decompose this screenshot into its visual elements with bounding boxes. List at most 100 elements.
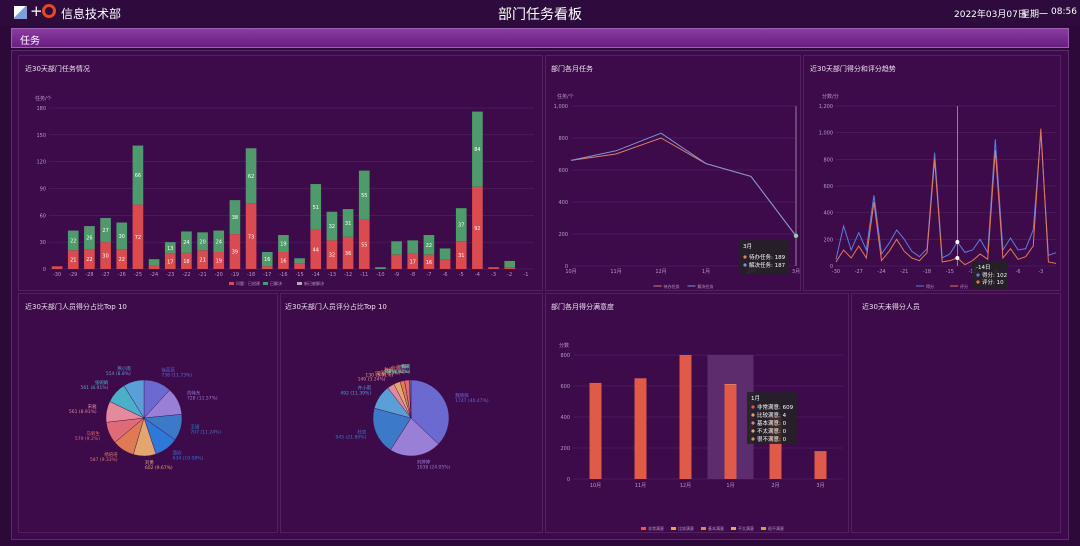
bar-segment xyxy=(116,222,128,250)
series-line xyxy=(835,132,1057,260)
tooltip-point xyxy=(955,240,960,244)
x-tick-label: -23 xyxy=(166,272,174,278)
y-tick-label: 0 xyxy=(565,264,568,270)
pie-label-name: 王旭 xyxy=(190,423,199,430)
bar-data-label: 16 xyxy=(280,259,286,265)
panel-unscored-people: 近30天未得分人员 xyxy=(851,293,1061,533)
bar-segment xyxy=(100,218,111,243)
bar-data-label: 27 xyxy=(102,228,108,234)
x-tick-label: 1月 xyxy=(702,269,710,275)
x-tick-label: -18 xyxy=(923,269,931,275)
bar-segment xyxy=(342,209,354,237)
y-tick-label: 1,000 xyxy=(554,104,568,110)
x-tick-label: -17 xyxy=(263,272,271,278)
tooltip-line: 解决任务: 187 xyxy=(749,261,786,269)
bar-data-label: 37 xyxy=(458,223,464,229)
y-axis-label: 任务/个 xyxy=(557,93,574,100)
bar-segment xyxy=(439,259,451,269)
y-tick-label: 30 xyxy=(40,240,46,246)
pie-label-value: 1747 (40.47%) xyxy=(455,398,489,404)
bar-data-label: 55 xyxy=(361,242,367,248)
bar-data-label: 21 xyxy=(70,258,76,264)
tooltip-line: 基本满意: 0 xyxy=(757,419,787,427)
pie-label-name: 徐蕊蕊 xyxy=(161,366,175,373)
bar-data-label: 22 xyxy=(426,243,432,249)
bar-segment xyxy=(197,232,208,251)
x-tick-label: 1月 xyxy=(726,483,734,489)
bar-data-label: 22 xyxy=(86,257,92,263)
tooltip-marker xyxy=(743,263,747,267)
x-tick-label: -20 xyxy=(215,272,223,278)
tooltip-marker xyxy=(751,421,755,425)
section-label: 任务 xyxy=(20,36,40,47)
legend-label: 非常满意 xyxy=(648,525,664,531)
panel-monthly-tasks: 部门各月任务 0 200 400 600 800 1,000 任务/个 10月 11月 12月 1月… xyxy=(545,55,801,291)
bar-segment xyxy=(310,229,322,269)
bar xyxy=(589,382,602,479)
y-tick-label: 400 xyxy=(558,200,568,206)
bar-segment xyxy=(164,253,176,269)
x-tick-label: -12 xyxy=(344,272,352,278)
bar-data-label: 26 xyxy=(86,236,92,242)
x-tick-label: -13 xyxy=(328,272,336,278)
panel-score-trend: 近30天部门得分和评分趋势 0 200 400 600 800 1,000 1,200 分数/… xyxy=(803,55,1061,291)
tooltip-marker xyxy=(976,273,980,277)
pie-label-name: 刘婷婷 xyxy=(417,459,431,466)
pie-label-value: 579 (9.2%) xyxy=(75,436,100,442)
legend-swatch xyxy=(297,282,302,285)
legend-label: 解决任务 xyxy=(698,283,714,289)
score-trend-line-chart: 0 200 400 600 800 1,000 1,200 分数/分 -30 -27 -24 -21 -… xyxy=(819,93,1057,289)
legend-label: 评分 xyxy=(960,283,968,289)
pie-label-name: 张婉娟 xyxy=(95,379,109,386)
tooltip-line: 非常满意: 609 xyxy=(757,403,794,411)
x-tick-label: -19 xyxy=(231,272,239,278)
y-tick-label: 1,200 xyxy=(819,104,833,110)
legend-label: 待办任务 xyxy=(664,283,680,289)
bar-segment xyxy=(326,240,338,269)
current-time: 08:56 xyxy=(1051,7,1077,17)
current-date: 2022年03月07日 xyxy=(954,10,1027,20)
y-tick-label: 400 xyxy=(560,415,570,421)
x-tick-label: 10月 xyxy=(565,269,576,275)
x-tick-label: 3月 xyxy=(792,269,800,275)
bar-segment xyxy=(132,145,144,205)
bar-data-label: 13 xyxy=(167,246,173,252)
y-tick-label: 0 xyxy=(43,267,46,273)
pie-label-value: 130 (3.01%) xyxy=(365,372,393,378)
legend-label: 得分 xyxy=(926,283,934,289)
department-name: 信息技术部 xyxy=(61,7,122,21)
pie-label-value: 140 (3.24%) xyxy=(358,376,386,382)
pie-label-value: 634 (10.08%) xyxy=(173,456,204,462)
bar-segment xyxy=(455,208,467,242)
bar-segment xyxy=(84,249,95,269)
bar-data-label: 21 xyxy=(199,258,205,264)
legend-swatch xyxy=(641,527,646,530)
y-tick-label: 600 xyxy=(558,168,568,174)
bar-segment xyxy=(358,219,370,269)
bar-data-label: 84 xyxy=(474,147,480,153)
app-logo-icon xyxy=(14,6,27,19)
x-tick-label: -15 xyxy=(946,269,954,275)
section-header[interactable]: 任务 xyxy=(11,28,1069,48)
bar-data-label: 72 xyxy=(135,235,141,241)
bar-segment xyxy=(342,236,354,269)
bar-segment xyxy=(261,252,273,267)
bar-data-label: 66 xyxy=(135,173,141,179)
x-tick-label: -10 xyxy=(376,272,384,278)
bar-segment xyxy=(148,265,160,269)
bar-segment xyxy=(229,234,241,269)
x-tick-label: 11月 xyxy=(610,269,621,275)
x-tick-label: -27 xyxy=(101,272,109,278)
y-tick-label: 0 xyxy=(830,264,833,270)
y-tick-label: 150 xyxy=(36,133,46,139)
x-tick-label: -2 xyxy=(507,272,512,278)
chart-title: 近30天部门任务情况 xyxy=(25,65,90,73)
tooltip-line: 比较满意: 4 xyxy=(757,411,787,419)
bar-segment xyxy=(116,249,128,269)
legend-label: 基本满意 xyxy=(708,525,724,531)
bar-segment xyxy=(261,266,273,269)
x-tick-label: -29 xyxy=(69,272,77,278)
pie-label-value: 92 (2.13%) xyxy=(375,370,400,376)
x-tick-label: -4 xyxy=(475,272,480,278)
